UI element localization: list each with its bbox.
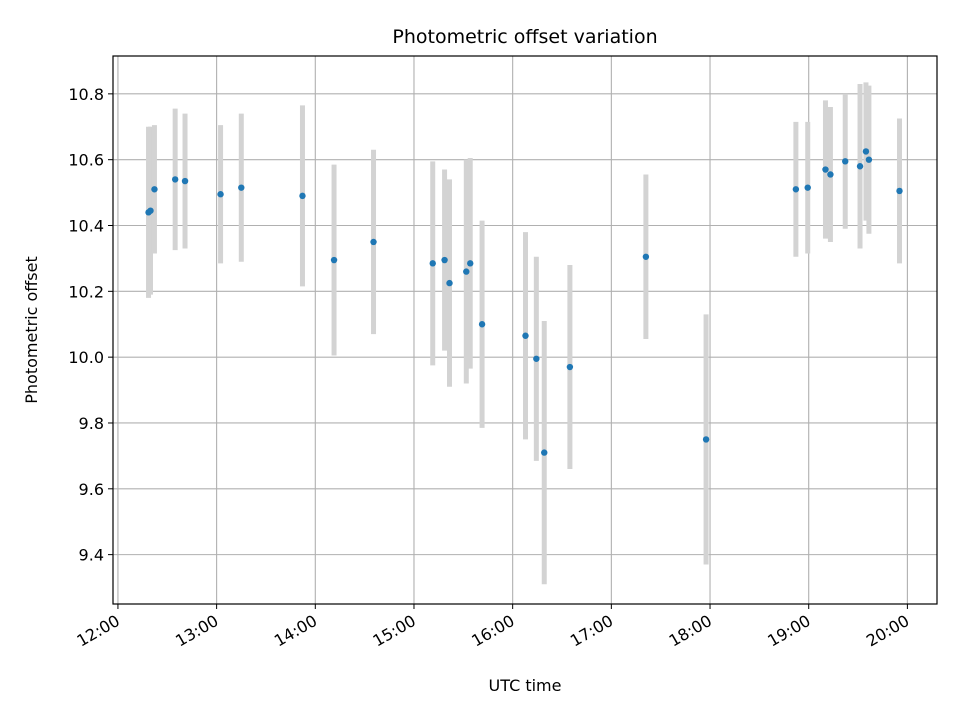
data-point bbox=[792, 186, 800, 193]
data-point bbox=[330, 256, 338, 264]
data-point bbox=[171, 176, 179, 183]
data-point bbox=[541, 449, 548, 456]
data-point bbox=[429, 260, 436, 267]
data-point bbox=[822, 166, 829, 173]
data-point bbox=[804, 184, 811, 191]
y-tick-label: 10.6 bbox=[68, 151, 104, 170]
y-tick-label: 10.2 bbox=[68, 282, 104, 301]
data-point bbox=[522, 332, 529, 339]
chart-title: Photometric offset variation bbox=[392, 26, 657, 48]
plot-frame bbox=[112, 55, 938, 605]
data-point bbox=[370, 238, 377, 246]
y-axis-label: Photometric offset bbox=[22, 256, 41, 404]
data-point bbox=[181, 177, 189, 185]
data-point bbox=[147, 207, 154, 214]
data-point bbox=[842, 158, 849, 165]
y-tick-label: 9.4 bbox=[79, 546, 104, 565]
data-point bbox=[642, 253, 650, 260]
data-point bbox=[896, 187, 903, 195]
y-tick-label: 10.4 bbox=[68, 217, 104, 236]
data-point bbox=[856, 163, 864, 170]
data-point bbox=[463, 268, 470, 275]
data-point bbox=[217, 191, 224, 198]
data-point bbox=[566, 363, 574, 371]
data-point bbox=[827, 171, 834, 178]
x-axis-label: UTC time bbox=[489, 676, 562, 695]
y-tick-label: 10.8 bbox=[68, 85, 104, 104]
data-point bbox=[533, 355, 540, 362]
y-tick-label: 9.6 bbox=[79, 480, 104, 499]
data-point bbox=[441, 256, 448, 264]
data-point bbox=[238, 184, 245, 191]
data-point bbox=[862, 148, 870, 155]
data-point bbox=[446, 279, 453, 287]
data-point bbox=[478, 321, 486, 328]
y-tick-label: 10.0 bbox=[68, 348, 104, 367]
y-tick-label: 9.8 bbox=[79, 414, 104, 433]
data-point bbox=[467, 260, 474, 267]
data-point bbox=[151, 186, 158, 193]
point-layer bbox=[145, 148, 903, 456]
y-axis-ticks: 9.4 9.6 9.8 10.0 10.2 10.4 10.6 10.8 bbox=[68, 85, 113, 565]
data-point bbox=[299, 192, 306, 200]
data-point bbox=[865, 156, 873, 163]
data-point bbox=[702, 436, 710, 443]
